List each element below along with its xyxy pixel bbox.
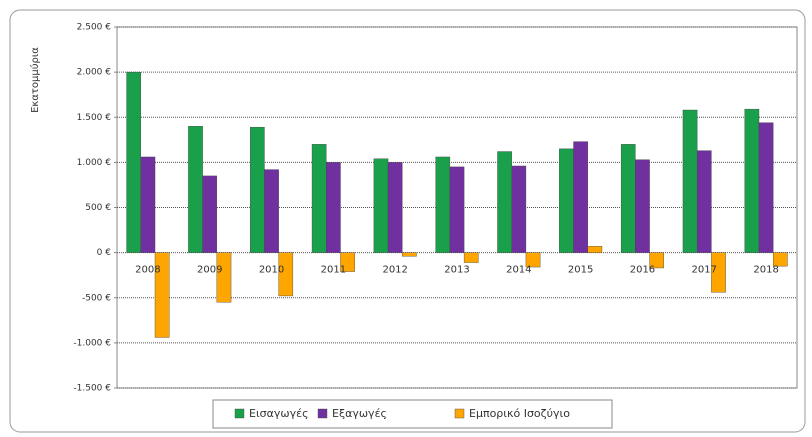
x-tick-label: 2017 bbox=[692, 265, 717, 276]
bar bbox=[340, 252, 355, 272]
bar bbox=[140, 156, 156, 253]
x-tick-label: 2012 bbox=[382, 265, 407, 276]
bar bbox=[435, 156, 451, 253]
y-tick-label: 0 € bbox=[97, 248, 112, 258]
bar bbox=[216, 252, 232, 303]
y-tick-label: 2.000 € bbox=[77, 68, 112, 78]
legend: Εισαγωγές Εξαγωγές Εμπορικό Ισοζύγιο bbox=[212, 399, 613, 429]
legend-label: Εμπορικό Ισοζύγιο bbox=[469, 407, 570, 420]
chart-frame bbox=[9, 9, 806, 433]
bar bbox=[573, 141, 588, 253]
x-tick-label: 2011 bbox=[321, 265, 346, 276]
bar bbox=[696, 150, 712, 253]
y-tick-label: 500 € bbox=[85, 203, 111, 213]
bar bbox=[202, 175, 218, 253]
bar bbox=[402, 252, 417, 257]
y-tick-label: -1.000 € bbox=[73, 338, 111, 348]
bar bbox=[773, 252, 788, 267]
bar bbox=[682, 109, 698, 253]
legend-label: Εξαγωγές bbox=[332, 407, 387, 420]
legend-box bbox=[212, 399, 613, 429]
x-tick-label: 2014 bbox=[506, 265, 531, 276]
bar bbox=[387, 162, 403, 253]
bar bbox=[497, 151, 512, 253]
x-tick-label: 2010 bbox=[259, 265, 284, 276]
bar bbox=[463, 252, 479, 263]
bar bbox=[758, 122, 774, 253]
bar bbox=[649, 252, 664, 269]
y-tick-label: -1.500 € bbox=[73, 384, 111, 394]
y-tick-label: 1.500 € bbox=[77, 113, 112, 123]
legend-swatch bbox=[454, 408, 465, 419]
bar bbox=[744, 108, 760, 253]
bar bbox=[587, 246, 603, 253]
legend-swatch bbox=[234, 408, 245, 419]
x-tick-label: 2008 bbox=[135, 265, 160, 276]
y-axis-label: Εκατομμύρια bbox=[29, 47, 41, 113]
y-tick-label: 2.500 € bbox=[77, 23, 112, 33]
y-tick-label: -500 € bbox=[82, 293, 111, 303]
bar bbox=[126, 71, 141, 253]
bar bbox=[559, 148, 574, 253]
bar bbox=[525, 252, 541, 268]
x-tick-label: 2016 bbox=[630, 265, 655, 276]
x-tick-label: 2013 bbox=[444, 265, 469, 276]
legend-swatch bbox=[317, 408, 328, 419]
bar bbox=[278, 252, 294, 297]
bar bbox=[250, 126, 265, 253]
bar bbox=[635, 159, 650, 253]
bar bbox=[373, 158, 389, 253]
x-tick-label: 2018 bbox=[753, 265, 778, 276]
bar bbox=[188, 126, 203, 253]
bar bbox=[311, 144, 327, 253]
bar bbox=[154, 252, 170, 338]
bar bbox=[449, 166, 465, 253]
legend-label: Εισαγωγές bbox=[249, 407, 309, 420]
bar bbox=[620, 144, 636, 253]
bar bbox=[511, 165, 527, 253]
bar bbox=[711, 252, 726, 293]
bar bbox=[264, 169, 279, 253]
bar bbox=[326, 162, 341, 253]
x-tick-label: 2009 bbox=[197, 265, 222, 276]
x-tick-label: 2015 bbox=[568, 265, 593, 276]
y-tick-label: 1.000 € bbox=[77, 158, 112, 168]
